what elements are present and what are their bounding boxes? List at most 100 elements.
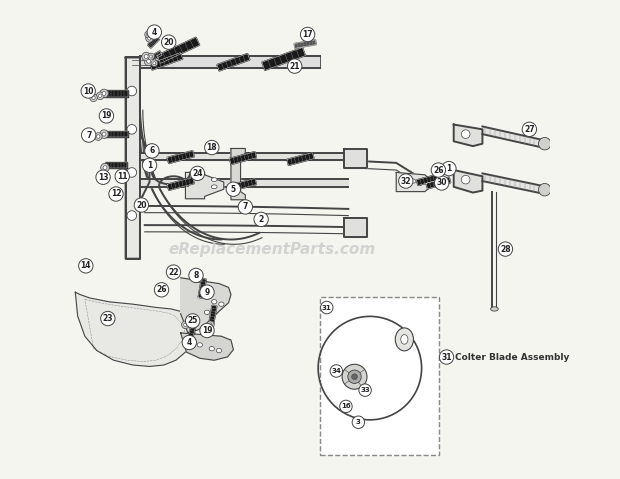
Circle shape	[205, 140, 219, 155]
Ellipse shape	[401, 178, 406, 182]
Circle shape	[461, 130, 470, 138]
Circle shape	[461, 175, 470, 184]
Text: 14: 14	[81, 262, 91, 270]
Text: 18: 18	[206, 143, 217, 152]
Text: 2: 2	[259, 215, 263, 224]
Circle shape	[209, 323, 212, 327]
Circle shape	[99, 94, 102, 98]
Text: 32: 32	[401, 177, 411, 185]
Circle shape	[102, 91, 106, 95]
Circle shape	[144, 144, 159, 158]
Polygon shape	[294, 40, 316, 48]
Text: 30: 30	[436, 179, 447, 187]
Text: 25: 25	[187, 317, 198, 325]
Ellipse shape	[216, 349, 221, 353]
Circle shape	[100, 89, 108, 98]
Ellipse shape	[401, 334, 408, 344]
Polygon shape	[140, 153, 348, 160]
Circle shape	[161, 35, 176, 49]
Polygon shape	[150, 53, 183, 70]
Circle shape	[166, 265, 180, 279]
Ellipse shape	[396, 328, 414, 351]
Circle shape	[96, 170, 110, 184]
Circle shape	[182, 335, 197, 350]
Circle shape	[96, 92, 104, 100]
Polygon shape	[104, 90, 128, 97]
Circle shape	[288, 59, 302, 73]
Circle shape	[321, 301, 333, 314]
Circle shape	[185, 314, 200, 328]
Polygon shape	[149, 51, 162, 61]
Polygon shape	[75, 292, 195, 366]
Circle shape	[539, 137, 551, 150]
Text: Colter Blade Assembly: Colter Blade Assembly	[455, 353, 570, 362]
Text: 21: 21	[290, 62, 300, 70]
Text: 34: 34	[332, 368, 341, 374]
Ellipse shape	[205, 310, 210, 315]
Polygon shape	[482, 126, 542, 148]
Circle shape	[539, 183, 551, 196]
Polygon shape	[105, 162, 126, 168]
Circle shape	[109, 187, 123, 201]
Circle shape	[146, 34, 153, 42]
Circle shape	[81, 84, 95, 98]
Circle shape	[431, 163, 446, 177]
Circle shape	[92, 96, 95, 100]
Circle shape	[498, 242, 513, 256]
Circle shape	[146, 33, 149, 36]
Polygon shape	[217, 54, 250, 71]
Text: 9: 9	[205, 288, 210, 297]
Ellipse shape	[211, 178, 217, 182]
Circle shape	[522, 122, 536, 137]
Circle shape	[94, 133, 102, 140]
Circle shape	[127, 125, 136, 134]
Polygon shape	[426, 177, 451, 189]
Circle shape	[79, 259, 93, 273]
Polygon shape	[187, 326, 196, 343]
Circle shape	[435, 176, 449, 190]
Polygon shape	[229, 179, 257, 191]
Text: 7: 7	[242, 203, 248, 211]
Polygon shape	[287, 153, 314, 165]
Circle shape	[197, 277, 201, 281]
Circle shape	[352, 416, 365, 428]
Polygon shape	[148, 36, 159, 48]
Polygon shape	[180, 278, 231, 333]
Circle shape	[143, 158, 157, 172]
Circle shape	[127, 211, 136, 220]
Circle shape	[301, 27, 315, 42]
Circle shape	[330, 365, 343, 377]
Text: 19: 19	[101, 112, 112, 120]
Circle shape	[148, 53, 154, 60]
Text: 3: 3	[356, 419, 361, 425]
Text: 11: 11	[117, 172, 128, 181]
Circle shape	[148, 36, 151, 40]
Circle shape	[127, 168, 136, 177]
Circle shape	[149, 55, 153, 58]
Circle shape	[144, 31, 151, 38]
Polygon shape	[229, 152, 257, 164]
Text: 19: 19	[202, 326, 212, 335]
Circle shape	[399, 174, 413, 188]
Circle shape	[238, 200, 252, 214]
Text: 4: 4	[152, 28, 157, 36]
Circle shape	[144, 57, 153, 66]
Polygon shape	[482, 173, 542, 194]
Polygon shape	[157, 37, 200, 63]
Circle shape	[153, 62, 156, 65]
Circle shape	[206, 321, 214, 329]
Circle shape	[100, 163, 109, 172]
Circle shape	[189, 268, 203, 283]
Ellipse shape	[211, 185, 217, 189]
Circle shape	[342, 364, 367, 389]
Circle shape	[115, 169, 130, 183]
Ellipse shape	[197, 343, 203, 347]
Ellipse shape	[211, 300, 217, 304]
FancyBboxPatch shape	[319, 297, 440, 455]
Circle shape	[127, 86, 136, 96]
Circle shape	[144, 55, 148, 58]
Text: 20: 20	[136, 201, 147, 209]
Polygon shape	[262, 47, 306, 70]
Text: 1: 1	[446, 164, 451, 173]
Circle shape	[200, 285, 214, 299]
